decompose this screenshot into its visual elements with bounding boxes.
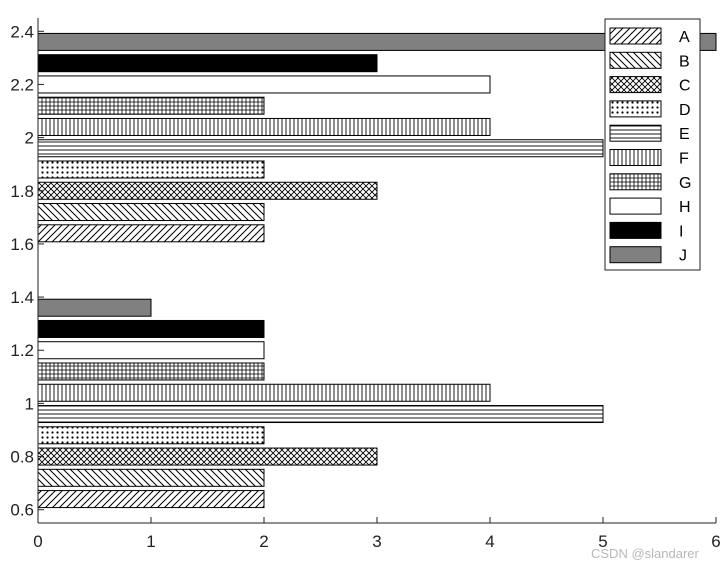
x-tick-label: 6 bbox=[711, 532, 720, 551]
legend-swatch-D bbox=[609, 100, 662, 118]
x-tick-label: 3 bbox=[372, 532, 381, 551]
bar-E-group-1 bbox=[37, 405, 604, 424]
bar-C-group-1 bbox=[37, 447, 378, 466]
legend-label-H: H bbox=[679, 199, 691, 216]
x-tick-label: 2 bbox=[259, 532, 268, 551]
bar-D-group-2 bbox=[37, 160, 265, 179]
y-tick-label: 0.8 bbox=[10, 448, 34, 467]
y-tick-label: 2 bbox=[25, 129, 34, 148]
bar-G-group-2 bbox=[37, 96, 265, 115]
legend-label-I: I bbox=[679, 223, 683, 240]
y-tick-label: 2.4 bbox=[10, 22, 34, 41]
legend-label-F: F bbox=[679, 151, 689, 168]
bar-B-group-1 bbox=[37, 468, 265, 487]
bar-A-group-2 bbox=[37, 224, 265, 243]
legend-label-J: J bbox=[679, 248, 687, 265]
legend-swatch-H bbox=[609, 197, 662, 215]
legend-swatch-C bbox=[609, 76, 662, 94]
y-tick-label: 1.4 bbox=[10, 288, 34, 307]
legend-swatch-B bbox=[609, 51, 662, 69]
y-tick-label: 0.6 bbox=[10, 501, 34, 520]
y-tick-label: 1 bbox=[25, 394, 34, 413]
bar-J-group-1 bbox=[37, 298, 152, 317]
bar-D-group-1 bbox=[37, 426, 265, 445]
x-tick-label: 0 bbox=[33, 532, 42, 551]
bar-H-group-1 bbox=[37, 341, 265, 360]
watermark-text: CSDN @slandarer bbox=[591, 546, 700, 561]
legend-swatch-A bbox=[609, 27, 662, 45]
bar-I-group-2 bbox=[37, 54, 378, 73]
legend-label-A: A bbox=[679, 29, 690, 46]
bar-I-group-1 bbox=[37, 319, 265, 338]
x-tick-label: 5 bbox=[598, 532, 607, 551]
legend-swatch-J bbox=[609, 246, 662, 264]
y-tick-label: 1.2 bbox=[10, 341, 34, 360]
legend-swatch-F bbox=[609, 149, 662, 166]
legend-label-D: D bbox=[679, 102, 691, 119]
legend-swatch-I bbox=[609, 221, 662, 239]
legend-label-G: G bbox=[679, 175, 691, 192]
legend-swatch-E bbox=[609, 124, 662, 142]
bar-H-group-2 bbox=[37, 75, 491, 94]
bar-E-group-2 bbox=[37, 139, 604, 158]
bar-C-group-2 bbox=[37, 181, 378, 200]
bar-B-group-2 bbox=[37, 203, 265, 222]
x-tick-label: 1 bbox=[146, 532, 155, 551]
x-tick-label: 4 bbox=[485, 532, 494, 551]
bar-F-group-1 bbox=[37, 383, 491, 402]
legend-swatch-G bbox=[609, 173, 662, 191]
y-tick-label: 2.2 bbox=[10, 75, 34, 94]
y-tick-label: 1.8 bbox=[10, 182, 34, 201]
axes-layer: 0 1 2 3 4 5 6 0.6 0.8 1 1.2 1.4 1.6 1.8 2 2.2 2.4 bbox=[10, 18, 721, 551]
legend-label-E: E bbox=[679, 126, 690, 143]
legend-label-C: C bbox=[679, 78, 691, 95]
bar-F-group-2 bbox=[37, 117, 491, 136]
legend-label-B: B bbox=[679, 53, 690, 70]
bar-A-group-1 bbox=[37, 490, 265, 509]
y-tick-label: 1.6 bbox=[10, 235, 34, 254]
bar-G-group-1 bbox=[37, 362, 265, 381]
